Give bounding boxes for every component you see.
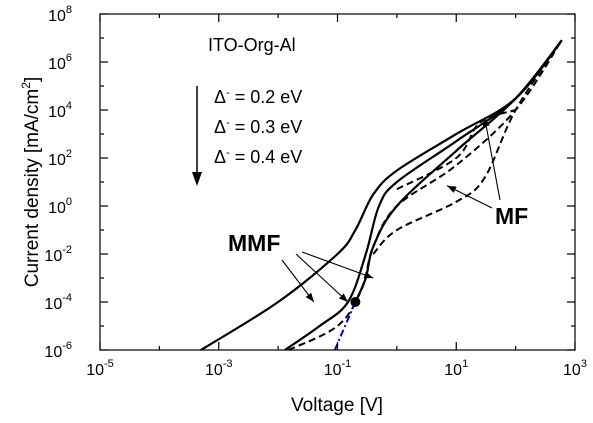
legend-entries: Δ- = 0.2 eVΔ- = 0.3 eVΔ- = 0.4 eV (214, 87, 302, 167)
y-tick-label: 108 (48, 4, 72, 25)
annotation-mmf-arrowhead (363, 271, 374, 279)
annotation-layer: MMF MF (228, 117, 528, 303)
series-2-line (284, 39, 563, 351)
legend-entry-text: = 0.3 eV (230, 117, 303, 137)
series-3-line (354, 39, 563, 303)
y-tick-label-exp: 4 (66, 100, 72, 112)
annotation-mf-label: MF (495, 203, 528, 229)
annotation-mf-arrow (484, 117, 501, 201)
series-5-line (372, 39, 563, 255)
x-tick-label: 101 (444, 358, 468, 379)
x-tick-label-base: 10 (563, 362, 581, 379)
y-tick-label: 10-4 (44, 292, 72, 313)
x-tick-label: 10-3 (205, 358, 233, 379)
legend-entry-sup: - (226, 87, 230, 99)
series-4-line (288, 39, 563, 351)
y-tick-label-exp: -4 (62, 292, 72, 304)
legend-entry-sup: - (226, 147, 230, 159)
x-tick-label-exp: -5 (104, 358, 114, 370)
y-tick-label-base: 10 (44, 344, 62, 361)
y-tick-label: 102 (48, 148, 72, 169)
legend-entry-sup: - (226, 117, 230, 129)
annotation-mf-arrowhead (482, 117, 490, 127)
series-6-line (396, 109, 516, 191)
y-tick-label-base: 10 (48, 56, 66, 73)
y-tick-label-base: 10 (48, 104, 66, 121)
x-axis-label: Voltage [V] (291, 395, 383, 416)
y-tick-label: 106 (48, 52, 72, 73)
x-tick-label-exp: -1 (342, 358, 352, 370)
y-tick-label: 10-6 (44, 340, 72, 361)
marker-layer (350, 297, 361, 307)
x-tick-label: 103 (563, 358, 587, 379)
x-tick-label-base: 10 (444, 362, 462, 379)
data-point-marker (350, 297, 361, 307)
legend-entry-text: = 0.2 eV (230, 87, 303, 107)
y-tick-label-exp: -6 (62, 340, 72, 352)
y-axis-label-end: ] (22, 77, 43, 82)
legend-entry-symbol: Δ (214, 87, 226, 107)
annotation-mmf-arrow (295, 253, 349, 303)
legend-entry-text: = 0.4 eV (230, 147, 303, 167)
y-axis-label-main: Current density [mA/cm (22, 89, 43, 288)
y-tick-label: 10-2 (44, 244, 72, 265)
annotation-mmf-arrowhead (338, 293, 348, 302)
legend-title: ITO-Org-Al (208, 35, 296, 55)
y-tick-label-exp: -2 (62, 244, 72, 256)
y-tick-label: 100 (48, 196, 72, 217)
y-axis-label-sup: 2 (19, 82, 33, 89)
annotation-mf-arrowhead (447, 185, 457, 193)
y-tick-label-base: 10 (48, 152, 66, 169)
y-tick-label-base: 10 (44, 248, 62, 265)
annotation-mmf-label: MMF (228, 230, 280, 256)
legend-entry: Δ- = 0.2 eV (214, 87, 302, 107)
x-tick-label: 10-1 (324, 358, 352, 379)
legend-entry: Δ- = 0.4 eV (214, 147, 302, 167)
y-tick-label-base: 10 (44, 296, 62, 313)
y-tick-label-exp: 2 (66, 148, 72, 160)
legend-entry: Δ- = 0.3 eV (214, 117, 302, 137)
y-tick-label-exp: 8 (66, 4, 72, 16)
x-tick-label-base: 10 (205, 362, 223, 379)
y-tick-label-exp: 6 (66, 52, 72, 64)
y-axis-label: Current density [mA/cm2] (19, 77, 43, 287)
plot-frame (99, 13, 576, 351)
y-tick-label-base: 10 (48, 200, 66, 217)
y-tick-label-base: 10 (48, 8, 66, 25)
tick-layer (99, 13, 576, 351)
annotation-mmf-arrowhead (305, 292, 314, 302)
x-tick-label: 10-5 (86, 358, 114, 379)
y-tick-label-exp: 0 (66, 196, 72, 208)
x-tick-label-base: 10 (324, 362, 342, 379)
tick-label-layer: 10-5 10-3 10-1 101 10310-610-410-21001021041… (44, 4, 587, 379)
annotation-mmf-arrow (301, 251, 374, 279)
legend-entry-symbol: Δ (214, 147, 226, 167)
x-tick-label-exp: 3 (581, 358, 587, 370)
x-tick-label-exp: 1 (462, 358, 468, 370)
x-tick-label-base: 10 (86, 362, 104, 379)
y-tick-label: 104 (48, 100, 72, 121)
legend-entry-symbol: Δ (214, 117, 226, 137)
x-tick-label-exp: -3 (223, 358, 233, 370)
legend-down-arrow-head (192, 172, 202, 186)
legend: ITO-Org-Al Δ- = 0.2 eVΔ- = 0.3 eVΔ- = 0.… (192, 35, 302, 186)
